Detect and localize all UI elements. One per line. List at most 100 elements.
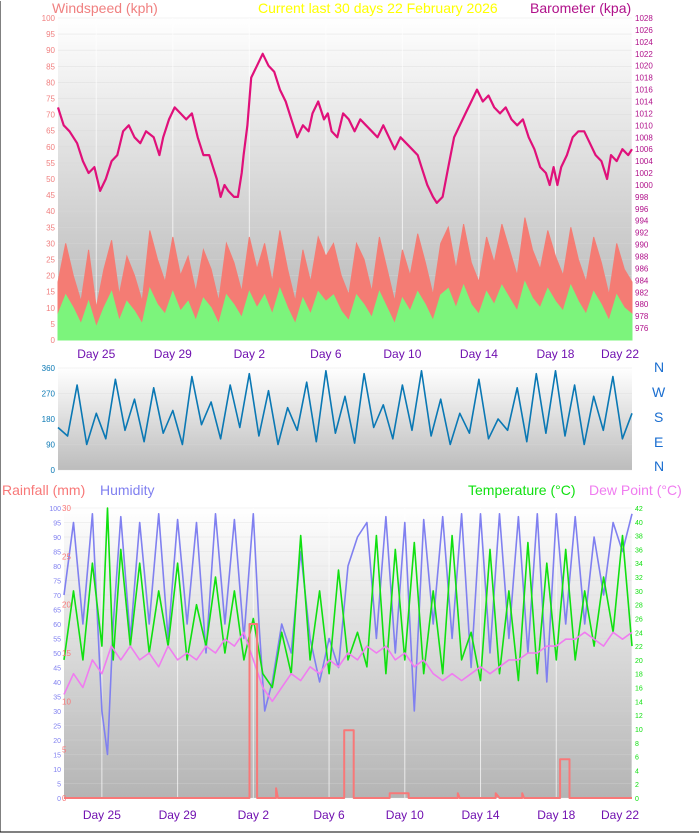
compass-label-e: E [654,434,664,450]
temperature-tick-10: 20 [635,658,643,665]
temperature-tick-7: 14 [635,699,643,706]
barometer-tick-6: 988 [635,253,649,262]
barometer-tick-20: 1016 [635,86,653,95]
windspeed-tick-2: 10 [46,304,55,313]
barometer-tick-1: 978 [635,312,649,321]
compass-label-n-bottom: N [654,458,665,474]
rainfall-series [64,623,632,799]
temperature-tick-18: 36 [635,547,643,554]
top-day-label-2: Day 2 [234,347,266,361]
humidity-tick-5: 25 [53,724,61,731]
barometer-tick-24: 1024 [635,38,653,47]
barometer-tick-18: 1012 [635,109,653,118]
humidity-tick-3: 15 [53,753,61,760]
humidity-tick-13: 65 [53,608,61,615]
humidity-tick-4: 20 [53,738,61,745]
windspeed-tick-17: 85 [46,62,55,71]
windspeed-axis-title: Windspeed (kph) [52,0,158,16]
barometer-tick-21: 1018 [635,74,653,83]
direction-tick-4: 360 [42,364,56,373]
dew-point-axis-title: Dew Point (°C) [589,482,682,498]
bottom-day-label-6: Day 18 [537,808,575,822]
barometer-tick-2: 980 [635,300,649,309]
windspeed-tick-12: 60 [46,143,55,152]
bottom-day-label-3: Day 6 [313,808,345,822]
direction-tick-3: 270 [42,390,56,399]
direction-tick-1: 90 [46,441,55,450]
windspeed-tick-6: 30 [46,239,55,248]
temperature-tick-8: 16 [635,686,643,693]
compass-label-s: S [654,409,664,425]
humidity-tick-2: 10 [53,767,61,774]
windspeed-tick-18: 90 [46,46,55,55]
temperature-tick-13: 26 [635,616,643,623]
windspeed-tick-11: 55 [46,159,55,168]
windspeed-tick-4: 20 [46,272,55,281]
humidity-tick-18: 90 [53,535,61,542]
windspeed-tick-20: 100 [42,14,56,23]
bottom-day-label-5: Day 14 [462,808,500,822]
windspeed-tick-10: 50 [46,175,55,184]
compass-label-n-top: N [654,359,665,375]
humidity-tick-11: 55 [53,637,61,644]
barometer-tick-23: 1022 [635,50,653,59]
temperature-tick-6: 12 [635,713,643,720]
barometer-tick-3: 982 [635,288,649,297]
humidity-axis-title: Humidity [100,482,155,498]
rain-tick-5: 25 [62,552,71,561]
temperature-tick-3: 6 [635,755,639,762]
series-layer [56,52,633,799]
windspeed-tick-19: 95 [46,30,55,39]
humidity-tick-6: 30 [53,709,61,716]
barometer-tick-26: 1028 [635,14,653,23]
windspeed-tick-7: 35 [46,223,55,232]
top-day-label-7: Day 22 [601,347,639,361]
rain-tick-2: 10 [62,697,71,706]
windspeed-tick-5: 25 [46,256,55,265]
temperature-tick-11: 22 [635,644,643,651]
barometer-tick-25: 1026 [635,26,653,35]
top-day-label-6: Day 18 [536,347,574,361]
barometer-tick-0: 976 [635,324,649,333]
bottom-day-label-0: Day 25 [83,808,121,822]
windspeed-tick-16: 80 [46,78,55,87]
wind-direction-series [57,370,633,446]
compass-label-w: W [652,384,666,400]
humidity-tick-15: 75 [53,579,61,586]
barometer-tick-5: 986 [635,264,649,273]
temperature-tick-4: 8 [635,741,639,748]
barometer-tick-12: 1000 [635,181,653,190]
temperature-tick-21: 42 [635,506,643,513]
windspeed-tick-0: 0 [51,336,56,345]
barometer-tick-10: 996 [635,205,649,214]
humidity-tick-10: 50 [53,651,61,658]
temperature-tick-17: 34 [635,561,643,568]
windspeed-tick-3: 15 [46,288,55,297]
barometer-tick-4: 984 [635,276,649,285]
temperature-tick-20: 40 [635,520,643,527]
barometer-tick-7: 990 [635,241,649,250]
barometer-tick-11: 998 [635,193,649,202]
windspeed-tick-9: 45 [46,191,55,200]
temperature-axis-title: Temperature (°C) [468,482,576,498]
humidity-tick-7: 35 [53,695,61,702]
windspeed-tick-1: 5 [51,320,56,329]
top-day-label-4: Day 10 [383,347,421,361]
windspeed-tick-8: 40 [46,207,55,216]
dew-point-series [63,631,633,703]
bottom-day-label-1: Day 29 [159,808,197,822]
bottom-day-label-7: Day 22 [601,808,639,822]
humidity-tick-8: 40 [53,680,61,687]
bottom-day-label-4: Day 10 [386,808,424,822]
temperature-tick-5: 10 [635,727,643,734]
temperature-tick-16: 32 [635,575,643,582]
barometer-tick-19: 1014 [635,97,653,106]
barometer-tick-17: 1010 [635,121,653,130]
rain-tick-3: 15 [62,649,71,658]
barometer-axis-title: Barometer (kpa) [530,0,632,16]
humidity-tick-20: 100 [49,506,61,513]
barometer-tick-22: 1020 [635,62,653,71]
temperature-tick-1: 2 [635,782,639,789]
